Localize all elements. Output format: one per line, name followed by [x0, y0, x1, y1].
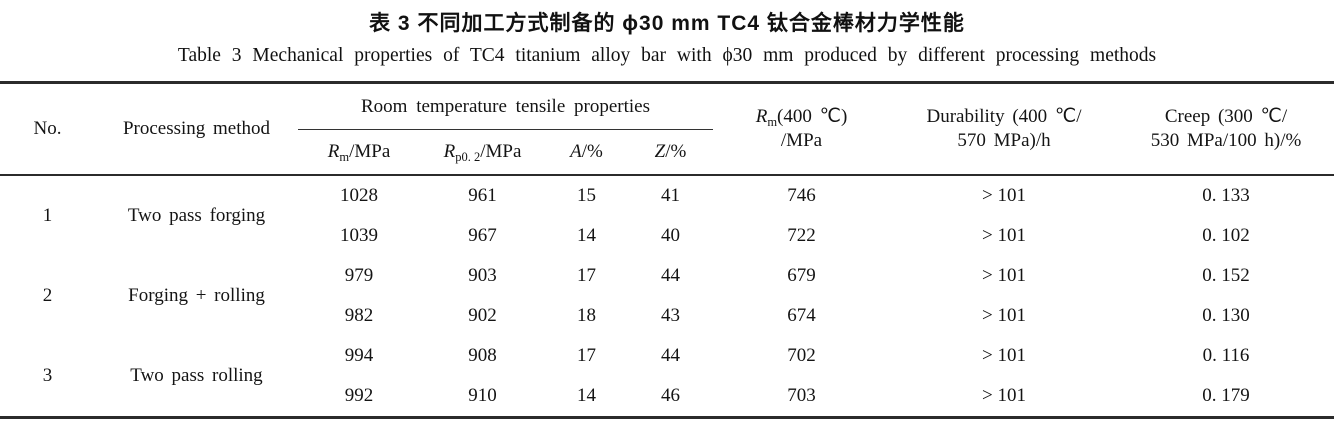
rm400-subscript: m: [767, 115, 778, 130]
cell-creep: 0. 130: [1202, 305, 1250, 327]
header-creep: Creep (300 ℃/ 530 MPa/100 h)/%: [1118, 83, 1334, 176]
cell-rm: 982: [344, 305, 374, 327]
cell-durability: > 101: [982, 345, 1026, 367]
rm-symbol: R: [327, 141, 340, 163]
cell-rm400: 679: [787, 265, 816, 287]
cell-creep: 0. 133: [1202, 185, 1250, 207]
cell-durability: > 101: [982, 185, 1026, 207]
cell-z: 44: [661, 345, 680, 367]
cell-creep: 0. 152: [1202, 265, 1250, 287]
cell-method: Two pass rolling: [130, 365, 263, 387]
creep-line2: 530 MPa/100 h)/%: [1150, 130, 1302, 151]
rp02-subscript: p0. 2: [455, 150, 481, 165]
rm400-condition: (400 ℃): [777, 106, 848, 128]
table-row: 1039 967 14 40 722 > 101 0. 102: [0, 216, 1334, 256]
cell-rp02: 910: [468, 385, 497, 407]
cell-rp02: 903: [468, 265, 497, 287]
cell-rm: 979: [344, 265, 374, 287]
table-row: 1 Two pass forging 1028 961 15 41 746 > …: [0, 175, 1334, 226]
rp02-unit: /MPa: [480, 141, 522, 163]
cell-rm400: 702: [787, 345, 816, 367]
table-header: No. Processing method Room temperature t…: [0, 82, 1334, 176]
table-row: 982 902 18 43 674 > 101 0. 130: [0, 296, 1334, 336]
z-symbol: Z: [654, 141, 666, 163]
header-durability: Durability (400 ℃/ 570 MPa)/h: [890, 83, 1118, 176]
cell-a: 18: [577, 305, 596, 327]
header-no: No.: [33, 118, 62, 140]
cell-z: 40: [661, 225, 680, 247]
table-row: 992 910 14 46 703 > 101 0. 179: [0, 376, 1334, 418]
cell-method: Forging + rolling: [128, 285, 265, 307]
rp02-symbol: R: [443, 141, 456, 163]
table-title-chinese: 表 3 不同加工方式制备的 ϕ30 mm TC4 钛合金棒材力学性能: [369, 12, 965, 35]
a-symbol: A: [570, 141, 582, 163]
cell-z: 43: [661, 305, 680, 327]
table-row: 3 Two pass rolling 994 908 17 44 702 > 1…: [0, 336, 1334, 386]
cell-rp02: 961: [468, 185, 497, 207]
a-unit: /%: [581, 141, 603, 163]
table-body: 1 Two pass forging 1028 961 15 41 746 > …: [0, 175, 1334, 418]
cell-rp02: 967: [468, 225, 497, 247]
header-rm-400: Rm(400 ℃) /MPa: [713, 83, 890, 176]
rm-subscript: m: [339, 150, 350, 165]
cell-a: 17: [577, 265, 596, 287]
rm400-unit: /MPa: [780, 130, 823, 151]
header-processing-method: Processing method: [122, 118, 271, 140]
cell-z: 46: [661, 385, 680, 407]
cell-rm400: 722: [787, 225, 816, 247]
cell-z: 41: [661, 185, 680, 207]
cell-durability: > 101: [982, 265, 1026, 287]
cell-creep: 0. 102: [1202, 225, 1250, 247]
cell-no: 3: [42, 365, 53, 387]
header-rm: Rm/MPa: [298, 130, 420, 176]
cell-durability: > 101: [982, 385, 1026, 407]
rm400-line1: Rm(400 ℃): [755, 106, 848, 130]
durability-line1: Durability (400 ℃/: [926, 106, 1082, 128]
durability-line2: 570 MPa)/h: [957, 130, 1051, 151]
cell-z: 44: [661, 265, 680, 287]
cell-creep: 0. 179: [1202, 385, 1250, 407]
header-tensile-group: Room temperature tensile properties: [298, 82, 713, 130]
creep-line1: Creep (300 ℃/: [1164, 106, 1288, 128]
cell-rm: 994: [344, 345, 374, 367]
cell-creep: 0. 116: [1202, 345, 1250, 367]
cell-rm400: 703: [787, 385, 816, 407]
cell-no: 1: [42, 205, 53, 227]
table-title-english: Table 3 Mechanical properties of TC4 tit…: [177, 45, 1157, 66]
cell-method: Two pass forging: [127, 205, 266, 227]
cell-a: 14: [577, 225, 596, 247]
cell-rm400: 674: [787, 305, 816, 327]
header-elongation: A/%: [545, 130, 628, 176]
cell-rm: 1039: [340, 225, 378, 247]
rm-unit: /MPa: [349, 141, 391, 163]
cell-rm: 992: [344, 385, 374, 407]
cell-durability: > 101: [982, 225, 1026, 247]
cell-rp02: 908: [468, 345, 497, 367]
cell-rm: 1028: [340, 185, 378, 207]
cell-durability: > 101: [982, 305, 1026, 327]
header-rp02: Rp0. 2/MPa: [420, 130, 545, 176]
z-unit: /%: [665, 141, 687, 163]
cell-a: 14: [577, 385, 596, 407]
cell-a: 15: [577, 185, 596, 207]
rm400-symbol: R: [755, 106, 768, 128]
header-reduction: Z/%: [628, 130, 713, 176]
cell-rm400: 746: [787, 185, 816, 207]
cell-a: 17: [577, 345, 596, 367]
properties-table: No. Processing method Room temperature t…: [0, 81, 1334, 419]
cell-rp02: 902: [468, 305, 497, 327]
cell-no: 2: [42, 285, 53, 307]
table-row: 2 Forging + rolling 979 903 17 44 679 > …: [0, 256, 1334, 306]
